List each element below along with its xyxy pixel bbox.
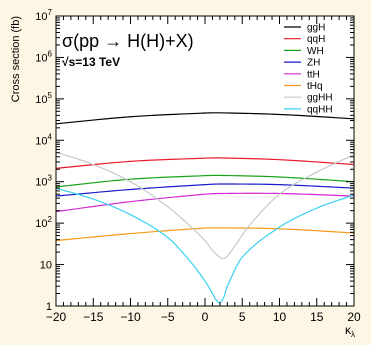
series-line-WH <box>55 174 355 188</box>
x-tick-label: −10 <box>120 310 141 324</box>
y-tick-label: 10 <box>40 260 52 272</box>
legend-label-tHq: tHq <box>307 81 323 92</box>
legend-label-ggH: ggH <box>307 23 325 34</box>
legend-label-qqH: qqH <box>307 34 325 45</box>
series-line-ggHH <box>55 151 355 260</box>
y-tick-label: 107 <box>35 8 52 23</box>
series-line-tHq <box>55 227 355 242</box>
x-tick-label: 5 <box>239 310 246 324</box>
x-tick-label: −5 <box>161 310 175 324</box>
legend-label-ttH: ttH <box>307 69 320 80</box>
tick-layer <box>55 15 355 307</box>
series-line-ttH <box>55 192 355 213</box>
legend-label-ZH: ZH <box>307 58 320 69</box>
chart-subtitle: √s=13 TeV <box>62 55 120 69</box>
x-tick-label: −15 <box>83 310 104 324</box>
y-tick-label: 104 <box>35 132 52 147</box>
y-tick-label: 106 <box>35 49 52 64</box>
series-line-ggH <box>55 112 355 125</box>
legend-label-qqHH: qqHH <box>307 104 333 115</box>
series-line-qqHH <box>55 187 355 304</box>
x-tick-label: 15 <box>310 310 324 324</box>
series-line-qqH <box>55 157 355 169</box>
x-tick-labels: −20 −15 −10 −5 0 5 10 15 20 <box>46 310 361 324</box>
y-tick-labels: 1 10 102 103 104 105 106 107 <box>35 8 52 313</box>
y-tick-label: 1 <box>46 301 52 313</box>
x-tick-label: 0 <box>202 310 209 324</box>
x-tick-label: −20 <box>46 310 67 324</box>
legend-label-ggHH: ggHH <box>307 93 333 104</box>
series-layer <box>55 112 355 304</box>
chart-title: σ(pp → H(H)+X) <box>62 31 194 51</box>
x-tick-label: 10 <box>273 310 287 324</box>
y-tick-label: 103 <box>35 174 52 189</box>
legend-label-WH: WH <box>307 46 324 57</box>
x-axis-label: κλ <box>345 323 355 339</box>
x-tick-label: 20 <box>347 310 361 324</box>
y-axis-label: Cross section (fb) <box>10 16 22 102</box>
y-tick-label: 102 <box>35 215 52 230</box>
y-tick-label: 105 <box>35 91 52 106</box>
